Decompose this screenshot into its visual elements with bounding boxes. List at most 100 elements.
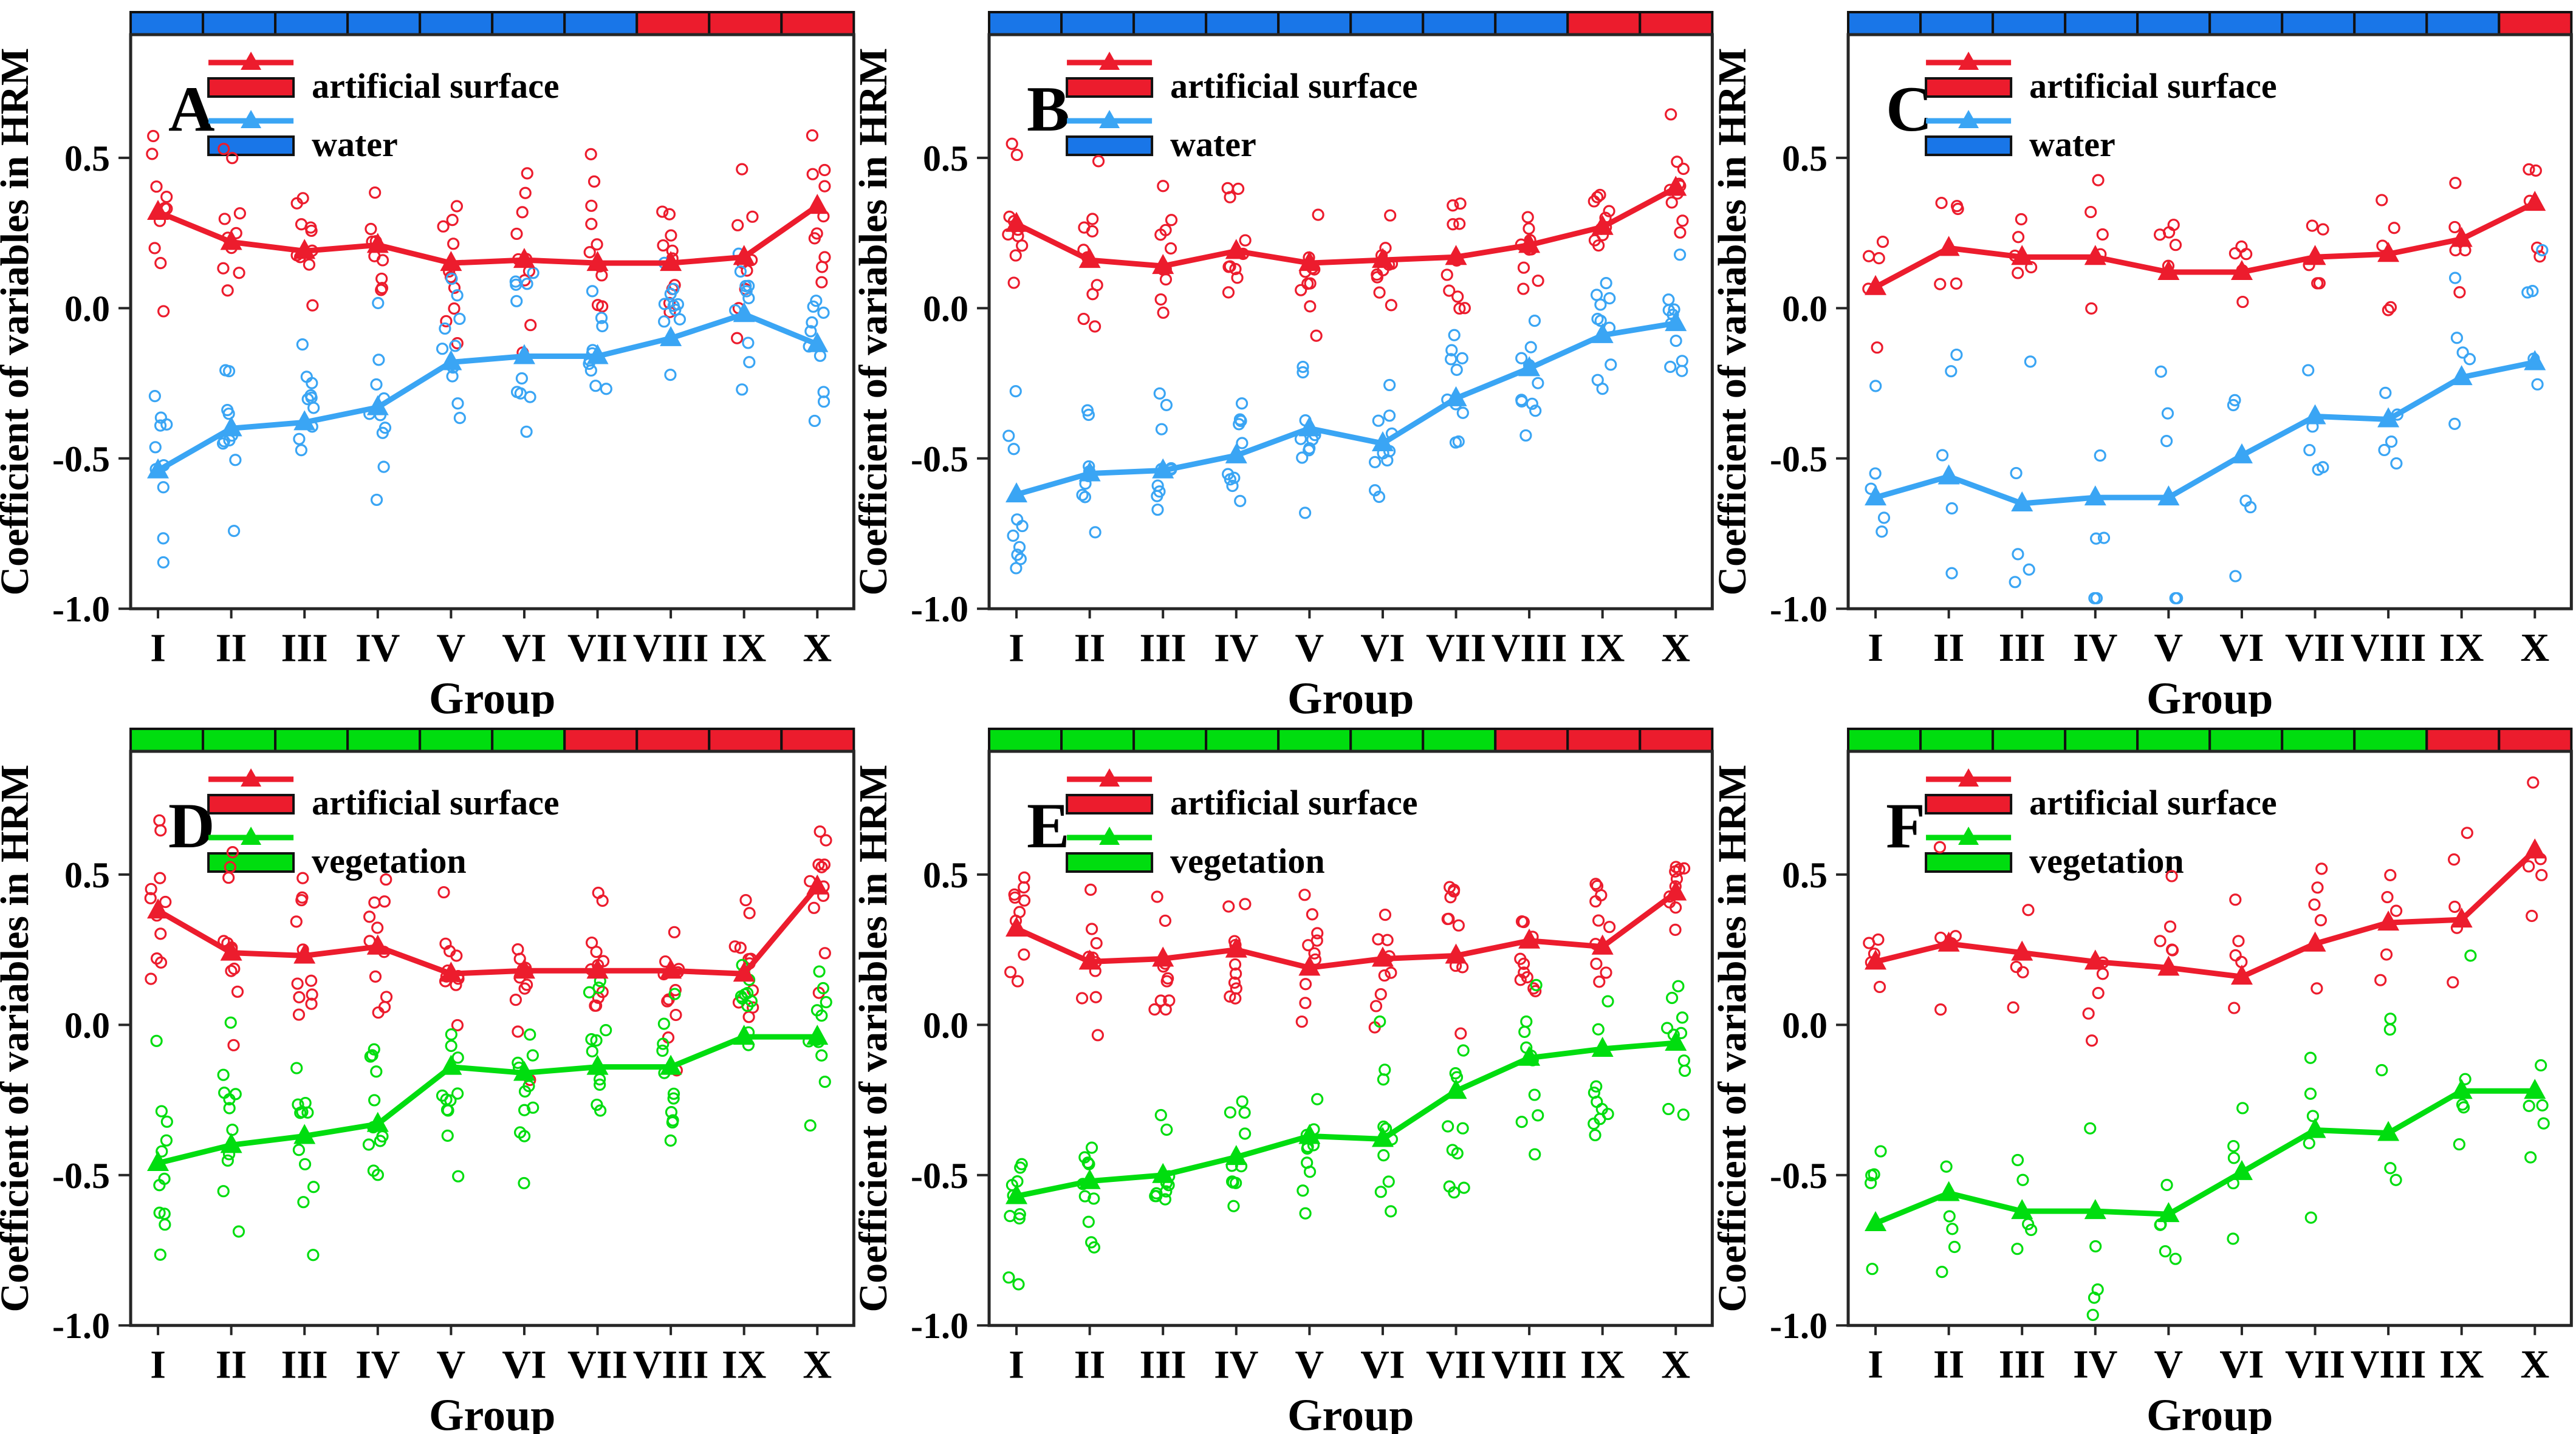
plot-frame <box>1846 33 2573 610</box>
y-tick-label: -1.0 <box>1770 1306 1828 1347</box>
y-axis-title: Coefficient of variables in HRM <box>0 48 37 596</box>
legend-entry-artificial-surface: artificial surface <box>1924 52 2276 106</box>
mean-line-water <box>156 311 818 473</box>
y-tick-label: 0.0 <box>1782 289 1828 329</box>
x-axis: I II III IV V VI VII VIII IX X <box>1009 1325 1690 1387</box>
bar-segment-green <box>129 728 205 753</box>
legend-label: water <box>2029 125 2115 164</box>
bar-segment-blue <box>2352 11 2428 36</box>
x-tick-label: II <box>1933 1343 1964 1387</box>
bar-segment-blue <box>1132 11 1208 36</box>
bar-segment-red <box>1639 728 1714 753</box>
bar-segment-blue <box>274 11 349 36</box>
legend-entry-artificial-surface: artificial surface <box>1066 52 1418 106</box>
mean-markers-water <box>1005 311 1687 503</box>
bar-segment-blue <box>1205 11 1280 36</box>
y-tick-label: -1.0 <box>1770 589 1828 629</box>
x-tick-label: VIII <box>2350 1343 2426 1387</box>
bar-segment-red <box>1566 11 1642 36</box>
y-axis-title: Coefficient of variables in HRM <box>858 765 896 1313</box>
bar-segment-green <box>1277 728 1352 753</box>
mean-line-artificial-surface <box>1015 890 1678 971</box>
y-tick-label: -1.0 <box>911 589 968 629</box>
mean-markers-artificial-surface <box>147 194 829 271</box>
chart-panel-f: 0.50.0-0.5-1.0I II III IV V VI VII VIII IX XGroup… <box>1718 728 2573 1434</box>
legend-marker-triangle-icon <box>1958 827 1979 845</box>
plot-frame <box>987 749 1714 1328</box>
legend-label: artificial surface <box>312 66 559 106</box>
panel-c: 0.5 0.0 -0.5 -1.0 I II III IV V VI VII VIII IX X Group… <box>1718 0 2576 717</box>
scatter-points-artificial-surface <box>1862 163 2546 354</box>
mean-line-vegetation <box>157 1034 818 1166</box>
legend-marker-triangle-icon <box>1958 110 1979 129</box>
x-tick-label: V <box>2154 626 2183 670</box>
legend-marker-triangle-icon <box>1958 52 1979 70</box>
y-tick-label: -0.5 <box>1770 1156 1828 1196</box>
legend-entry-artificial-surface: artificial surface <box>1924 768 2276 822</box>
x-tick-label: VI <box>502 1343 546 1387</box>
y-tick-label: 0.0 <box>64 1006 110 1046</box>
legend-swatch <box>1066 135 1154 157</box>
panel-letter: E <box>1027 790 1070 861</box>
bar-segment-blue <box>1349 11 1425 36</box>
bar-segment-blue <box>1422 11 1497 36</box>
legend-swatch <box>1066 852 1154 873</box>
bar-segment-blue <box>1846 11 1922 36</box>
bar-segment-green <box>274 728 349 753</box>
y-axis-title: Coefficient of variables in HRM <box>0 765 37 1313</box>
bar-segment-green <box>1991 728 2066 753</box>
x-tick-label: IX <box>2439 1343 2484 1387</box>
y-tick-label: -0.5 <box>52 1156 110 1196</box>
y-tick-label: 0.0 <box>64 289 110 329</box>
y-axis-title: Coefficient of variables in HRM <box>858 48 896 596</box>
x-tick-label: V <box>1295 1343 1324 1387</box>
chart-panel-a: 0.50.0-0.5-1.0I II III IV V VI VII VIII IX XGroup… <box>0 11 855 717</box>
y-tick-label: 0.5 <box>923 138 968 179</box>
y-tick-label: -1.0 <box>911 1306 968 1347</box>
legend-label: artificial surface <box>2029 66 2276 106</box>
x-tick-label: VIII <box>1492 626 1567 670</box>
panel-b: 0.5 0.0 -0.5 -1.0 I II III IV V VI VII VIII IX X Group… <box>858 0 1717 717</box>
y-tick-label: -0.5 <box>52 439 110 479</box>
y-tick-label: -0.5 <box>1770 439 1828 479</box>
legend-swatch <box>207 852 295 873</box>
x-tick-label: IV <box>1214 626 1258 670</box>
bar-segment-blue <box>2280 11 2355 36</box>
scatter-points-vegetation <box>1864 949 2550 1322</box>
y-tick-label: 0.0 <box>923 1006 968 1046</box>
y-axis-title: Coefficient of variables in HRM <box>1718 48 1755 596</box>
legend-swatch <box>1066 794 1154 815</box>
y-tick-label: 0.5 <box>64 138 110 179</box>
top-classification-bar <box>129 728 855 753</box>
x-tick-label: IV <box>355 1343 400 1387</box>
x-tick-label: V <box>437 1343 466 1387</box>
bar-segment-green <box>346 728 422 753</box>
y-tick-label: 0.5 <box>64 855 110 895</box>
panel-e: 0.5 0.0 -0.5 -1.0 I II III IV V VI VII VIII IX X Group… <box>858 717 1717 1434</box>
bar-segment-red <box>635 728 711 753</box>
x-tick-label: VIII <box>1492 1343 1567 1387</box>
y-tick-label: 0.5 <box>1782 138 1828 179</box>
bar-segment-green <box>491 728 566 753</box>
x-tick-label: III <box>1998 626 2045 670</box>
bar-segment-red <box>1566 728 1642 753</box>
legend-swatch <box>1924 135 2012 157</box>
panel-f: 0.5 0.0 -0.5 -1.0 I II III IV V VI VII VIII IX X Group… <box>1718 717 2576 1434</box>
bar-segment-blue <box>988 11 1063 36</box>
mean-markers-artificial-surface <box>1005 176 1687 275</box>
bar-segment-green <box>1422 728 1497 753</box>
x-tick-label: III <box>281 1343 328 1387</box>
bar-segment-blue <box>1494 11 1569 36</box>
panel-a: 0.5 0.0 -0.5 -1.0 I II III IV V VI VII VIII IX X Group… <box>0 0 858 717</box>
x-tick-label: VII <box>1426 1343 1486 1387</box>
legend-label: artificial surface <box>1170 783 1417 822</box>
panel-letter: B <box>1027 73 1070 145</box>
mean-line-artificial-surface <box>1015 185 1677 269</box>
scatter-points-water <box>1002 248 1689 575</box>
top-classification-bar <box>1846 11 2572 36</box>
bar-segment-red <box>1494 728 1569 753</box>
bar-segment-blue <box>1277 11 1352 36</box>
bar-segment-blue <box>2425 11 2500 36</box>
y-tick-label: 0.5 <box>923 855 968 895</box>
x-tick-label: X <box>2520 626 2549 670</box>
